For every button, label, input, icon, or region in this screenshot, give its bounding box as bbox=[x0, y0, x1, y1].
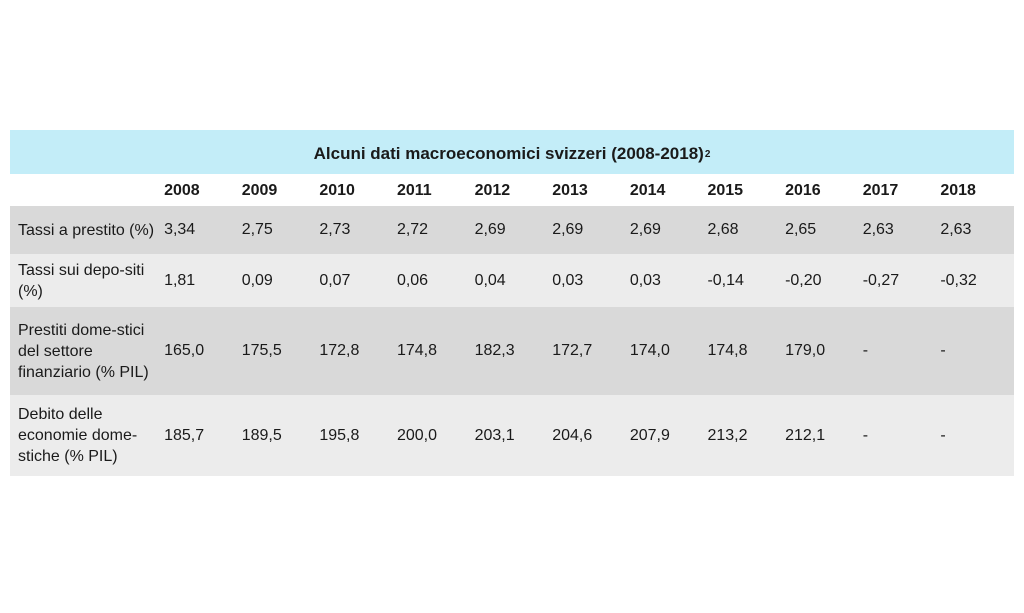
table-cell: 2,69 bbox=[474, 221, 506, 238]
table-cell: 175,5 bbox=[241, 342, 282, 359]
table-cell: 0,06 bbox=[396, 271, 429, 289]
row-label: Debito delle economie dome-stiche (% PIL… bbox=[18, 406, 138, 465]
table-cell: 174,0 bbox=[629, 342, 670, 359]
table-cell: 207,9 bbox=[629, 426, 670, 444]
year-header: 2015 bbox=[707, 182, 744, 199]
year-header: 2018 bbox=[940, 182, 976, 199]
table-cell: 213,2 bbox=[707, 426, 748, 444]
table-cell: 2,63 bbox=[862, 221, 894, 238]
row-label: Tassi sui depo-siti (%) bbox=[18, 261, 145, 300]
table-cell: 2,75 bbox=[241, 221, 273, 238]
table-row-deposit-rates: Tassi sui depo-siti (%) 1,81 0,09 0,07 0… bbox=[10, 254, 1014, 307]
table-cell: 0,09 bbox=[241, 271, 273, 289]
year-header: 2009 bbox=[241, 182, 278, 199]
year-header: 2012 bbox=[474, 182, 511, 199]
header-label-cell bbox=[10, 174, 160, 206]
year-header: 2011 bbox=[396, 182, 432, 199]
table-cell: 189,5 bbox=[241, 426, 282, 444]
table-cell: 195,8 bbox=[319, 426, 360, 444]
table-cell: 2,65 bbox=[785, 221, 817, 238]
table-cell: - bbox=[862, 426, 869, 444]
table-row-household-debt: Debito delle economie dome-stiche (% PIL… bbox=[10, 395, 1014, 476]
row-label: Prestiti dome-stici del settore finanzia… bbox=[18, 321, 149, 381]
table-cell: -0,27 bbox=[862, 271, 900, 289]
table-cell: 212,1 bbox=[785, 426, 826, 444]
table-cell: 0,07 bbox=[319, 271, 351, 289]
row-label: Tassi a prestito (%) bbox=[18, 221, 155, 239]
table-title-bar: Alcuni dati macroeconomici svizzeri (200… bbox=[10, 130, 1014, 174]
table-cell: 179,0 bbox=[785, 342, 826, 359]
table-cell: 203,1 bbox=[474, 426, 515, 444]
year-header: 2008 bbox=[164, 182, 200, 199]
table-cell: 200,0 bbox=[396, 426, 437, 444]
table-cell: 2,69 bbox=[552, 221, 584, 238]
table-cell: 182,3 bbox=[474, 342, 515, 359]
table-cell: 172,8 bbox=[319, 342, 360, 359]
table-row-domestic-loans: Prestiti dome-stici del settore finanzia… bbox=[10, 307, 1014, 395]
table-cell: 2,72 bbox=[396, 221, 429, 238]
table-cell: 3,34 bbox=[164, 221, 196, 238]
table-cell: 2,73 bbox=[319, 221, 351, 238]
table-cell: 165,0 bbox=[164, 342, 205, 359]
table-cell: 174,8 bbox=[396, 342, 437, 359]
table-cell: 2,69 bbox=[629, 221, 661, 238]
year-header: 2010 bbox=[319, 182, 355, 199]
table-cell: - bbox=[940, 342, 946, 359]
title-footnote-marker: 2 bbox=[704, 148, 711, 160]
year-header: 2014 bbox=[629, 182, 666, 199]
table-cell: 204,6 bbox=[552, 426, 593, 444]
table-cell: -0,32 bbox=[940, 271, 977, 289]
table-title: Alcuni dati macroeconomici svizzeri (200… bbox=[313, 144, 704, 163]
table-cell: 2,68 bbox=[707, 221, 739, 238]
table-cell: 0,04 bbox=[474, 271, 506, 289]
table-cell: -0,20 bbox=[785, 271, 822, 289]
year-header: 2013 bbox=[552, 182, 588, 199]
macro-data-table: 2008 2009 2010 2011 2012 2013 2014 2015 … bbox=[10, 174, 1014, 476]
table-cell: 0,03 bbox=[629, 271, 661, 289]
table-row-lending-rates: Tassi a prestito (%) 3,34 2,75 2,73 2,72… bbox=[10, 206, 1014, 254]
table-cell: 174,8 bbox=[707, 342, 748, 359]
table-cell: - bbox=[862, 342, 869, 359]
table-cell: - bbox=[940, 426, 946, 444]
year-header: 2017 bbox=[862, 182, 899, 199]
table-cell: 0,03 bbox=[552, 271, 584, 289]
table-cell: -0,14 bbox=[707, 271, 744, 289]
table-cell: 172,7 bbox=[552, 342, 593, 359]
table-cell: 185,7 bbox=[164, 426, 205, 444]
header-row: 2008 2009 2010 2011 2012 2013 2014 2015 … bbox=[10, 174, 1014, 206]
macro-data-table-container: Alcuni dati macroeconomici svizzeri (200… bbox=[10, 130, 1014, 476]
table-cell: 1,81 bbox=[164, 271, 196, 289]
year-header: 2016 bbox=[785, 182, 821, 199]
table-cell: 2,63 bbox=[940, 221, 972, 238]
